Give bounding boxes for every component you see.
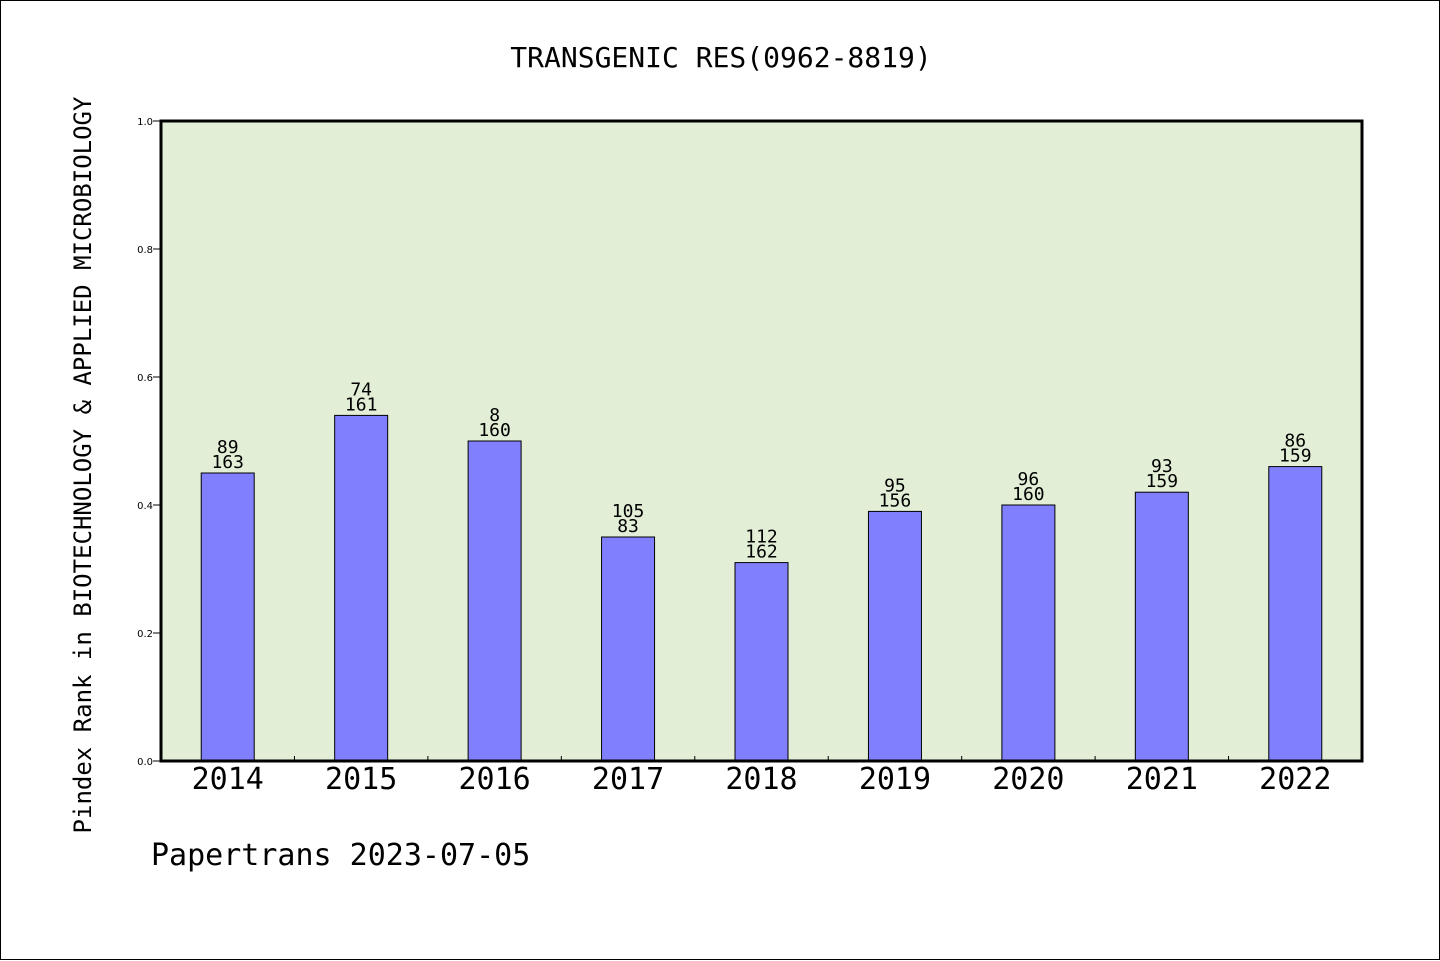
x-tick-label: 2022 [1259,762,1331,797]
y-tick-label: 0.8 [137,245,153,256]
bar-label-bottom: 161 [345,394,378,415]
bar-label-top: 93 [1151,456,1173,477]
bar [1134,491,1189,762]
chart-title: TRANSGENIC RES(0962-8819) [510,41,931,74]
bar-labels-group: 8916374161816010583112162951569616093159… [211,379,1311,562]
x-tick-label: 2020 [992,762,1064,797]
y-tick-label: 0.2 [137,629,153,640]
bar-label-top: 96 [1018,469,1040,490]
y-axis-ticks: 0.0 0.2 0.4 0.6 0.8 1.0 [137,117,161,768]
bar-label-top: 89 [217,437,239,458]
y-axis-label: Pindex Rank in BIOTECHNOLOGY & APPLIED M… [69,96,97,833]
x-tick-label: 2019 [859,762,931,797]
y-tick-label: 1.0 [137,117,153,128]
x-tick-label: 2016 [458,762,530,797]
y-tick-label: 0.4 [137,501,153,512]
bar-label-bottom: 163 [211,452,244,473]
bars-group [200,414,1323,762]
bar-label-top: 86 [1284,431,1306,452]
bar-label-bottom: 159 [1279,446,1312,467]
x-tick-label: 2015 [325,762,397,797]
x-tick-label: 2017 [592,762,664,797]
bar-label-bottom: 160 [1012,484,1045,505]
bar [867,510,922,762]
bar-label-top: 112 [745,527,778,548]
y-tick-label: 0.6 [137,373,153,384]
bar-label-top: 95 [884,475,906,496]
bar [1268,466,1323,762]
bar [467,440,522,762]
bar [734,562,789,762]
bar-label-bottom: 156 [879,490,912,511]
bar [1001,504,1056,762]
bar-label-top: 74 [350,379,372,400]
bar-label-top: 105 [612,501,645,522]
bar [334,414,389,762]
y-tick-label: 0.0 [137,757,153,768]
x-tick-label: 2014 [192,762,264,797]
bar-label-top: 8 [489,405,500,426]
bar [200,472,255,762]
x-tick-label: 2018 [725,762,797,797]
x-axis-ticks: 2014 2015 2016 2017 2018 2019 2020 2021 2022 [192,756,1331,797]
x-tick-label: 2021 [1126,762,1198,797]
plot-border [159,119,1364,763]
bar-label-bottom: 162 [745,542,778,563]
bar-label-bottom: 160 [478,420,511,441]
footer-credit: Papertrans 2023-07-05 [151,838,530,873]
bar [601,536,656,762]
bar-label-bottom: 159 [1146,471,1179,492]
bar-label-bottom: 83 [617,516,639,537]
